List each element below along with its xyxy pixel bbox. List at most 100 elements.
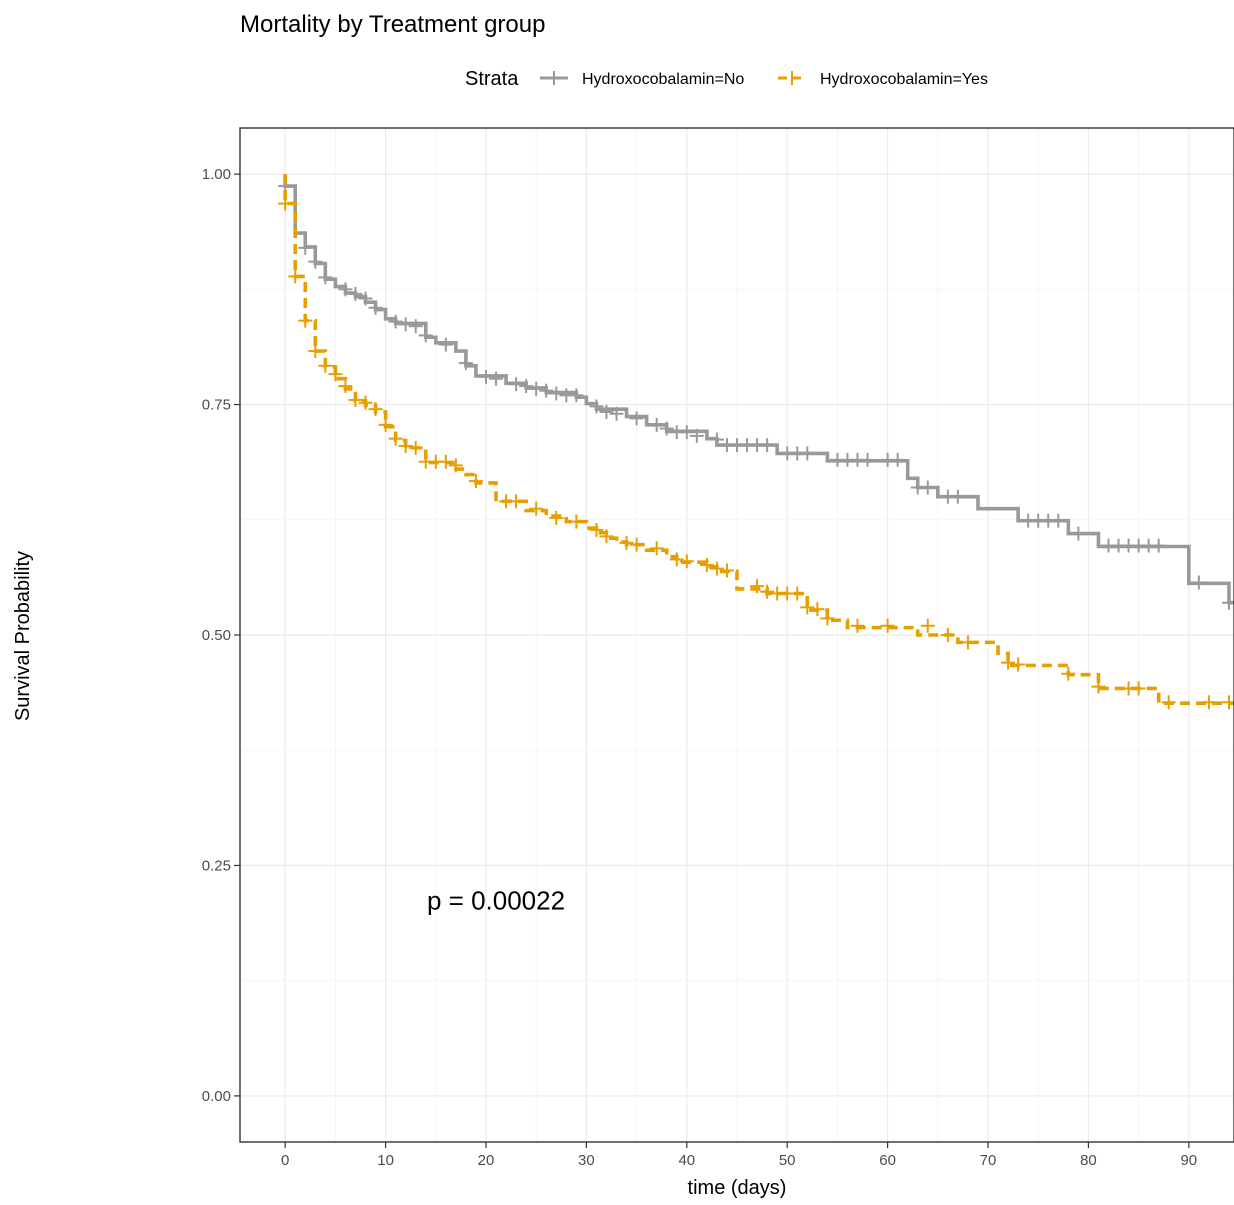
- y-tick-label: 0.50: [202, 627, 231, 644]
- censor-mark: [1011, 657, 1026, 672]
- censor-mark: [308, 344, 323, 359]
- censor-mark: [408, 319, 423, 334]
- censor-mark: [1091, 679, 1106, 694]
- censor-mark: [810, 602, 825, 617]
- censor-mark: [388, 431, 403, 446]
- censor-mark: [1191, 575, 1206, 590]
- x-tick-label: 30: [578, 1152, 595, 1169]
- censor-mark: [920, 618, 935, 633]
- censor-mark: [338, 282, 353, 297]
- censor-mark: [368, 300, 383, 315]
- censor-mark: [489, 371, 504, 386]
- censor-mark: [599, 529, 614, 544]
- censor-mark: [288, 269, 303, 284]
- legend: Strata Hydroxocobalamin=No Hydroxocobala…: [465, 68, 988, 90]
- legend-title: Strata: [465, 68, 519, 90]
- x-tick-label: 0: [281, 1152, 289, 1169]
- x-tick-label: 50: [779, 1152, 796, 1169]
- censor-mark: [358, 291, 373, 306]
- y-tick-label: 0.25: [202, 857, 231, 874]
- censor-mark: [298, 313, 313, 328]
- legend-key-no: [540, 71, 568, 85]
- censor-mark: [539, 383, 554, 398]
- x-tick-label: 90: [1180, 1152, 1197, 1169]
- censor-mark: [388, 314, 403, 329]
- censor-mark: [629, 537, 644, 552]
- censor-mark: [569, 388, 584, 403]
- censor-mark: [478, 369, 493, 384]
- censor-mark: [1051, 513, 1066, 528]
- survival-curve-yes: [283, 174, 1234, 706]
- x-tick-label: 60: [879, 1152, 896, 1169]
- censor-mark: [790, 586, 805, 601]
- censor-mark: [509, 377, 524, 392]
- axes: 0 10 20 30 40 50 60 70 80 90 0.00 0.25 0.50 0.75 1.00: [202, 166, 1197, 1169]
- censor-mark: [890, 452, 905, 467]
- censor-mark: [338, 379, 353, 394]
- censor-mark: [850, 618, 865, 633]
- censor-mark: [709, 561, 724, 576]
- censor-mark: [760, 438, 775, 453]
- x-tick-label: 20: [478, 1152, 495, 1169]
- censor-mark: [599, 404, 614, 419]
- censor-mark: [278, 196, 293, 211]
- y-tick-label: 0.75: [202, 397, 231, 414]
- censor-mark: [920, 480, 935, 495]
- censor-mark: [569, 514, 584, 529]
- censor-mark: [468, 474, 483, 489]
- censor-mark: [458, 356, 473, 371]
- censor-mark: [1201, 695, 1216, 710]
- censor-mark: [800, 446, 815, 461]
- censor-mark: [689, 428, 704, 443]
- censor-mark: [609, 406, 624, 421]
- censor-mark: [358, 395, 373, 410]
- x-tick-label: 10: [377, 1152, 394, 1169]
- censor-mark: [760, 584, 775, 599]
- legend-key-yes: [778, 71, 806, 85]
- censor-mark: [1001, 655, 1016, 670]
- censor-mark: [649, 541, 664, 556]
- censor-mark: [589, 399, 604, 414]
- censor-mark: [549, 386, 564, 401]
- censor-mark: [940, 628, 955, 642]
- censor-mark: [348, 392, 363, 407]
- censor-mark: [1071, 526, 1086, 541]
- legend-label-yes: Hydroxocobalamin=Yes: [820, 71, 988, 88]
- x-tick-label: 80: [1080, 1152, 1097, 1169]
- censor-mark: [418, 328, 433, 343]
- y-axis-title: Survival Probability: [12, 551, 34, 721]
- censor-mark: [348, 286, 363, 301]
- censor-mark: [649, 417, 664, 432]
- censor-mark: [318, 270, 333, 285]
- censor-mark: [709, 432, 724, 447]
- censor-mark: [669, 552, 684, 567]
- censor-mark: [679, 425, 694, 440]
- censor-mark: [629, 411, 644, 426]
- censor-mark: [378, 417, 393, 432]
- censor-mark: [318, 358, 333, 373]
- censor-mark: [408, 440, 423, 455]
- censor-mark: [398, 439, 413, 454]
- series-yes: [278, 174, 1234, 710]
- series-layer: [278, 174, 1234, 710]
- censor-mark: [860, 452, 875, 467]
- censor-mark: [800, 600, 815, 615]
- censor-mark: [1131, 681, 1146, 696]
- censor-mark: [398, 317, 413, 332]
- censor-mark: [719, 563, 734, 578]
- censor-mark: [1151, 538, 1166, 553]
- censor-mark: [529, 501, 544, 516]
- x-tick-label: 40: [678, 1152, 695, 1169]
- censor-mark: [438, 337, 453, 352]
- censor-mark: [950, 489, 965, 504]
- censor-mark: [960, 635, 975, 650]
- censor-mark: [529, 381, 544, 396]
- p-value-annotation: p = 0.00022: [427, 886, 565, 916]
- series-no: [278, 174, 1234, 610]
- x-axis-title: time (days): [688, 1177, 787, 1199]
- censor-mark: [438, 454, 453, 469]
- legend-label-no: Hydroxocobalamin=No: [582, 71, 744, 88]
- censor-mark: [328, 367, 343, 382]
- censor-mark: [308, 254, 323, 269]
